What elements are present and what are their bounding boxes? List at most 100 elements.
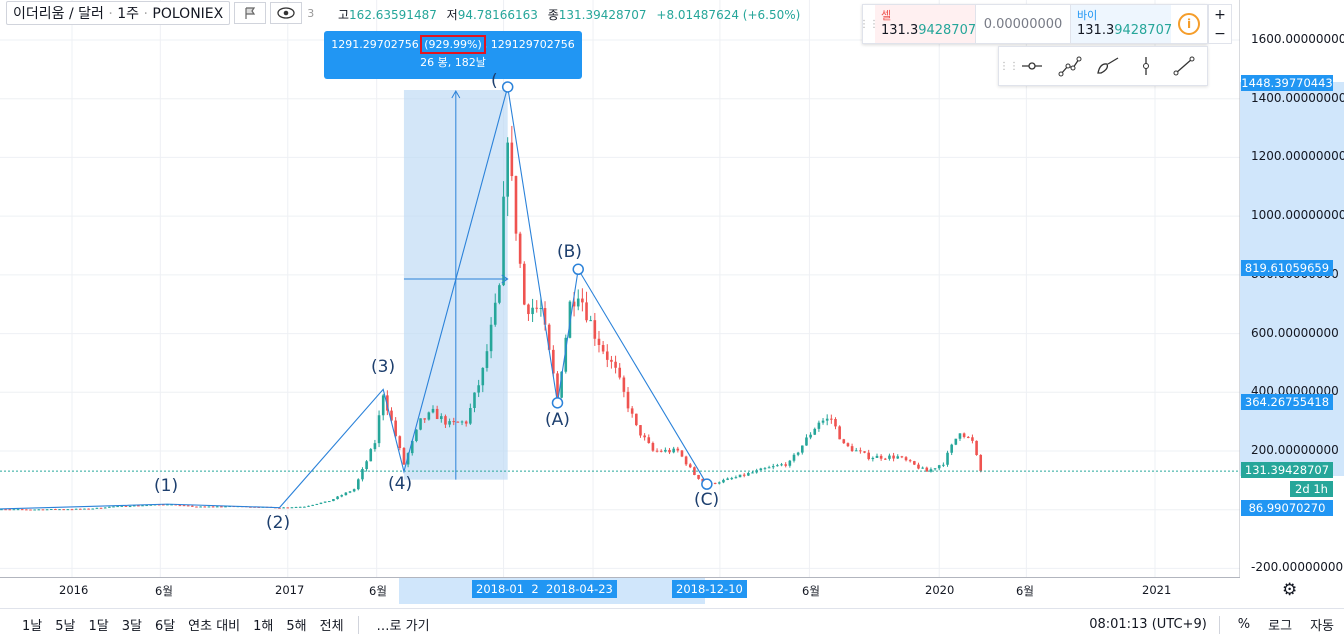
plus-button[interactable]: + xyxy=(1214,6,1226,23)
candle-body xyxy=(676,448,680,451)
sell-button[interactable]: 셀 131.39428707 xyxy=(875,5,976,43)
candle-body xyxy=(315,503,319,505)
candle-body xyxy=(684,456,688,465)
auto-toggle[interactable]: 자동 xyxy=(1310,619,1334,634)
quantity-input[interactable]: 0.00000000 xyxy=(975,5,1071,43)
info-icon[interactable]: i xyxy=(1171,5,1207,43)
candle-body xyxy=(33,509,36,511)
gear-icon[interactable]: ⚙ xyxy=(1282,580,1298,600)
exchange-label[interactable]: POLONIEX xyxy=(152,6,224,22)
wave-label-1: (1) xyxy=(154,476,179,496)
candle-body xyxy=(498,285,501,303)
candle-body xyxy=(344,492,348,496)
range-1m[interactable]: 1달 xyxy=(88,619,109,634)
point-tool-icon[interactable] xyxy=(1013,51,1051,81)
price-axis-highlight xyxy=(1240,82,1344,476)
candle-body xyxy=(879,455,883,459)
candle-body xyxy=(742,474,746,476)
goto-date-button[interactable]: …로 가기 xyxy=(376,619,430,634)
log-toggle[interactable]: 로그 xyxy=(1268,619,1293,634)
candle-body xyxy=(112,506,115,508)
candle-body xyxy=(290,507,294,509)
candle-body xyxy=(751,472,754,474)
candle-body xyxy=(904,457,908,461)
candle-body xyxy=(581,298,584,303)
candle-body xyxy=(576,298,580,307)
range-3m[interactable]: 3달 xyxy=(121,619,142,634)
interval-label[interactable]: 1주 xyxy=(117,6,140,22)
candle-body xyxy=(639,425,642,436)
price-label-bottom: 86.99070270 xyxy=(1241,500,1333,516)
candle-body xyxy=(439,416,443,420)
range-6m[interactable]: 6달 xyxy=(154,619,176,634)
eye-icon[interactable] xyxy=(270,2,303,24)
candle-body xyxy=(402,448,406,465)
percent-toggle[interactable]: % xyxy=(1237,617,1251,632)
range-1y[interactable]: 1해 xyxy=(253,619,274,634)
candle-body xyxy=(859,450,862,452)
trend-line-icon[interactable] xyxy=(1165,51,1203,81)
symbol-name[interactable]: 이더리움 / 달러 · 1주 · POLONIEX xyxy=(6,1,231,25)
range-all[interactable]: 전체 xyxy=(319,619,344,634)
candle-body xyxy=(560,371,563,398)
time-point-label: 2018-12-10 xyxy=(672,580,747,598)
candle-body xyxy=(357,479,360,490)
candle-body xyxy=(651,443,655,451)
range-5y[interactable]: 5해 xyxy=(286,619,307,634)
candle-body xyxy=(394,420,397,437)
candle-body xyxy=(552,349,555,374)
minus-button[interactable]: − xyxy=(1214,25,1226,42)
candle-body xyxy=(626,391,630,409)
candle-body xyxy=(954,438,958,445)
candle-body xyxy=(593,320,597,339)
candle-body xyxy=(294,506,298,508)
candle-body xyxy=(547,324,551,350)
drag-handle-icon[interactable]: ⋮⋮ xyxy=(999,60,1019,72)
candle-body xyxy=(522,263,526,305)
wave-point xyxy=(551,397,564,409)
candle-body xyxy=(535,307,539,309)
candle-body xyxy=(311,504,314,506)
candle-body xyxy=(917,464,920,469)
candle-body xyxy=(830,418,833,420)
candle-body xyxy=(659,450,663,452)
price-label-b: 819.61059659 xyxy=(1241,260,1333,276)
clock-label[interactable]: 08:01:13 (UTC+9) xyxy=(1089,617,1207,632)
candle-body xyxy=(780,464,783,466)
candle-body xyxy=(319,502,323,504)
range-ytd[interactable]: 연초 대비 xyxy=(188,619,241,634)
price-tick-label: 1000.00000000 xyxy=(1251,208,1344,223)
polyline-tool-icon[interactable] xyxy=(1051,51,1089,81)
candle-body xyxy=(796,452,800,455)
candle-body xyxy=(493,302,497,325)
drag-handle-icon[interactable]: ⋮⋮ xyxy=(859,18,879,30)
price-tick-label: 1400.00000000 xyxy=(1251,90,1344,105)
candle-body xyxy=(195,506,198,508)
range-5d[interactable]: 5날 xyxy=(55,619,76,634)
candle-body xyxy=(838,426,841,440)
vertical-line-icon[interactable] xyxy=(1127,51,1165,81)
candle-body xyxy=(124,505,128,507)
candle-body xyxy=(74,508,78,510)
candle-body xyxy=(199,506,202,508)
candle-body xyxy=(688,464,692,468)
candle-body xyxy=(792,454,796,461)
candle-body xyxy=(817,422,821,429)
flag-icon[interactable] xyxy=(234,2,267,24)
candle-body xyxy=(539,308,543,310)
candle-body xyxy=(825,418,829,421)
brush-tool-icon[interactable] xyxy=(1089,51,1127,81)
quantity-stepper[interactable]: + − xyxy=(1208,4,1232,44)
buy-button[interactable]: 바이 131.39428707 xyxy=(1071,5,1172,43)
candle-body xyxy=(863,451,866,453)
candle-body xyxy=(83,508,86,510)
time-label-2016: 2016 xyxy=(59,583,89,597)
price-tick-label: 1600.00000000 xyxy=(1251,32,1344,46)
candle-body xyxy=(622,377,626,392)
range-1d[interactable]: 1날 xyxy=(22,619,43,634)
candle-body xyxy=(157,504,161,506)
candle-body xyxy=(381,395,385,416)
candle-body xyxy=(49,509,53,511)
candle-body xyxy=(307,505,310,507)
